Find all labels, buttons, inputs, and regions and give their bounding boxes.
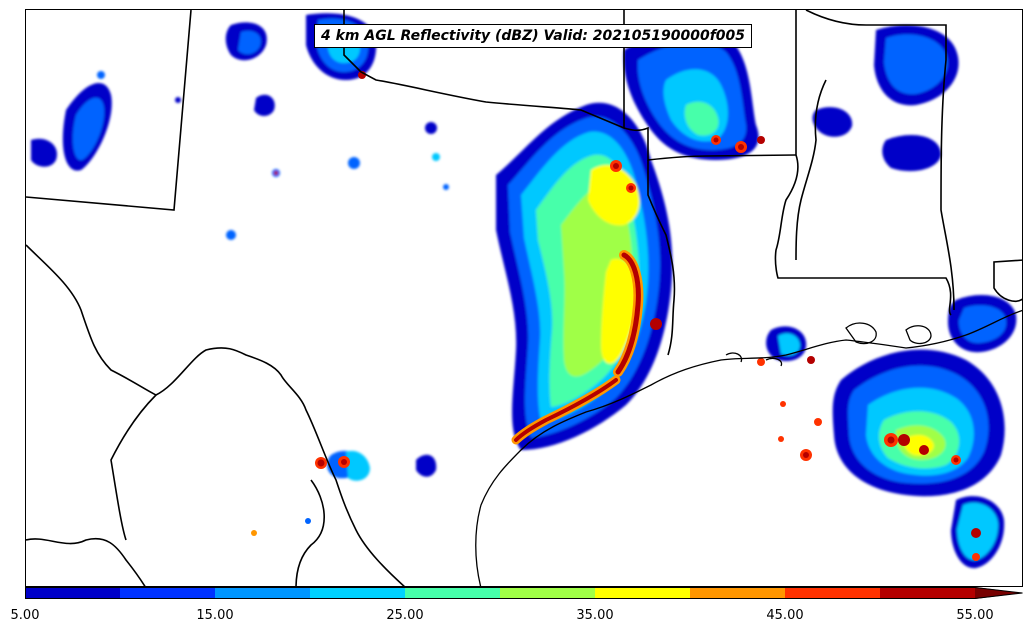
radar-map: 4 km AGL Reflectivity (dBZ) Valid: 20210…	[25, 9, 1023, 587]
colorbar-outline	[25, 587, 1023, 599]
colorbar-segment	[595, 587, 691, 599]
reflectivity-gulf-cores	[757, 356, 981, 561]
colorbar-tick-label: 5.00	[10, 608, 40, 623]
reflectivity-north-cluster	[623, 29, 759, 161]
colorbar-tick-label: 25.00	[386, 608, 424, 623]
map-title: 4 km AGL Reflectivity (dBZ) Valid: 20210…	[314, 24, 753, 48]
reflectivity-rio-grande-cells	[326, 450, 437, 481]
colorbar-segment	[310, 587, 406, 599]
colorbar-tick-label: 55.00	[956, 608, 994, 623]
coastline	[475, 309, 1022, 586]
reflectivity-north-cores	[711, 135, 765, 153]
colorbar-tick-label: 35.00	[576, 608, 614, 623]
colorbar-tick-label: 15.00	[196, 608, 234, 623]
colorbar-segment	[215, 587, 311, 599]
colorbar	[25, 587, 1023, 599]
map-canvas	[26, 10, 1022, 586]
colorbar-segment	[405, 587, 501, 599]
colorbar-segment	[880, 587, 976, 599]
colorbar-segment	[120, 587, 216, 599]
state-boundaries	[26, 10, 1022, 586]
colorbar-tick-label: 45.00	[766, 608, 804, 623]
reflectivity-squall-cores	[511, 160, 662, 445]
colorbar-segment	[25, 587, 121, 599]
reflectivity-gulf-cluster	[766, 25, 1017, 569]
colorbar-segment	[690, 587, 786, 599]
colorbar-segment	[785, 587, 881, 599]
reflectivity-west-cells	[31, 71, 449, 240]
colorbar-segment	[500, 587, 596, 599]
reflectivity-rio-grande-cores	[251, 456, 350, 536]
colorbar-extend-arrow	[975, 587, 1023, 599]
